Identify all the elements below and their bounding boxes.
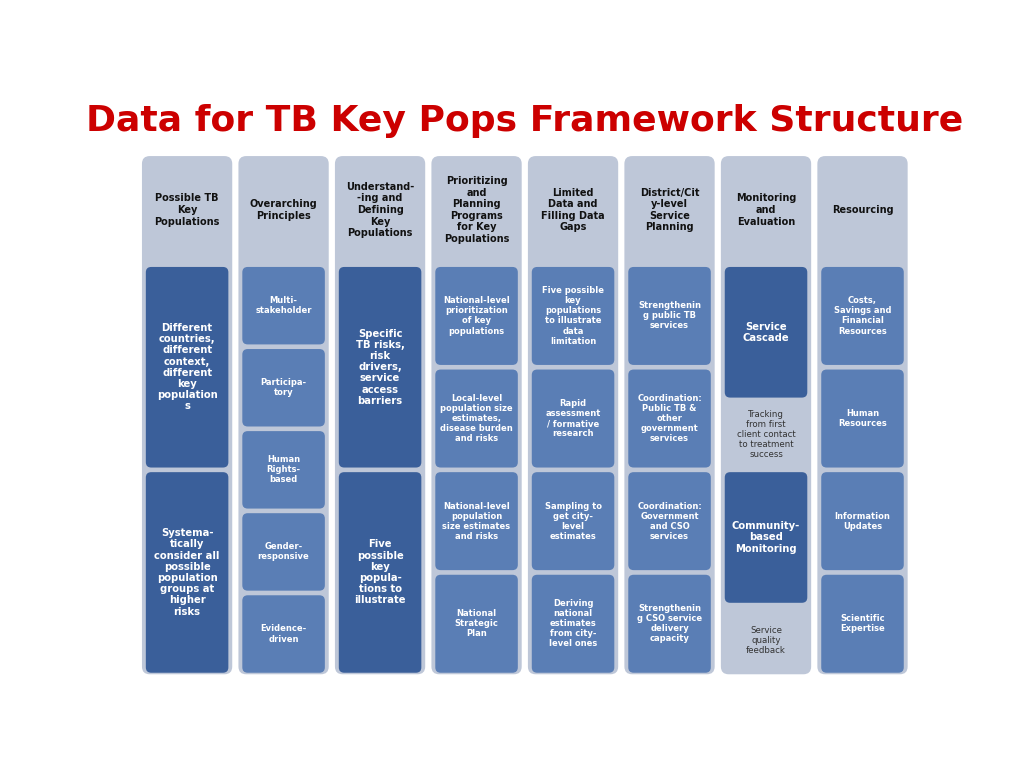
- FancyBboxPatch shape: [431, 156, 521, 674]
- FancyBboxPatch shape: [817, 156, 907, 674]
- Text: Rapid
assessment
/ formative
research: Rapid assessment / formative research: [546, 399, 601, 438]
- Text: Understand-
-ing and
Defining
Key
Populations: Understand- -ing and Defining Key Popula…: [346, 182, 414, 238]
- FancyBboxPatch shape: [145, 267, 228, 468]
- Text: Possible TB
Key
Populations: Possible TB Key Populations: [155, 194, 220, 227]
- Text: Local-level
population size
estimates,
disease burden
and risks: Local-level population size estimates, d…: [440, 394, 513, 443]
- FancyBboxPatch shape: [725, 472, 807, 603]
- Text: Service
quality
feedback: Service quality feedback: [746, 625, 786, 654]
- Text: Information
Updates: Information Updates: [835, 511, 891, 531]
- FancyBboxPatch shape: [435, 369, 518, 468]
- Text: Data for TB Key Pops Framework Structure: Data for TB Key Pops Framework Structure: [86, 104, 964, 138]
- FancyBboxPatch shape: [531, 267, 614, 365]
- FancyBboxPatch shape: [531, 574, 614, 673]
- FancyBboxPatch shape: [239, 156, 329, 674]
- Text: Overarching
Principles: Overarching Principles: [250, 199, 317, 220]
- FancyBboxPatch shape: [528, 156, 618, 674]
- FancyBboxPatch shape: [821, 472, 904, 570]
- FancyBboxPatch shape: [725, 267, 807, 398]
- FancyBboxPatch shape: [339, 472, 421, 673]
- Text: Different
countries,
different
context,
different
key
population
s: Different countries, different context, …: [157, 323, 217, 412]
- FancyBboxPatch shape: [531, 369, 614, 468]
- FancyBboxPatch shape: [243, 513, 325, 591]
- Text: Systema-
tically
consider all
possible
population
groups at
higher
risks: Systema- tically consider all possible p…: [155, 528, 220, 617]
- Text: Evidence-
driven: Evidence- driven: [260, 624, 307, 644]
- Text: Deriving
national
estimates
from city-
level ones: Deriving national estimates from city- l…: [549, 599, 597, 648]
- Text: Gender-
responsive: Gender- responsive: [258, 542, 309, 561]
- FancyBboxPatch shape: [335, 156, 425, 674]
- FancyBboxPatch shape: [629, 267, 711, 365]
- FancyBboxPatch shape: [821, 369, 904, 468]
- FancyBboxPatch shape: [721, 156, 811, 674]
- FancyBboxPatch shape: [625, 156, 715, 674]
- Text: Resourcing: Resourcing: [831, 205, 893, 215]
- FancyBboxPatch shape: [531, 472, 614, 570]
- FancyBboxPatch shape: [145, 472, 228, 673]
- Text: Human
Resources: Human Resources: [838, 409, 887, 428]
- Text: Strengthenin
g CSO service
delivery
capacity: Strengthenin g CSO service delivery capa…: [637, 604, 702, 644]
- FancyBboxPatch shape: [142, 156, 232, 674]
- FancyBboxPatch shape: [821, 574, 904, 673]
- Text: Prioritizing
and
Planning
Programs
for Key
Populations: Prioritizing and Planning Programs for K…: [443, 176, 509, 244]
- Text: Human
Rights-
based: Human Rights- based: [266, 455, 301, 485]
- FancyBboxPatch shape: [629, 369, 711, 468]
- FancyBboxPatch shape: [821, 267, 904, 365]
- Text: National-level
prioritization
of key
populations: National-level prioritization of key pop…: [443, 296, 510, 336]
- Text: Coordination:
Public TB &
other
government
services: Coordination: Public TB & other governme…: [637, 394, 701, 443]
- Text: National-level
population
size estimates
and risks: National-level population size estimates…: [442, 502, 511, 541]
- FancyBboxPatch shape: [243, 349, 325, 426]
- Text: Multi-
stakeholder: Multi- stakeholder: [255, 296, 312, 315]
- FancyBboxPatch shape: [435, 472, 518, 570]
- Text: District/Cit
y-level
Service
Planning: District/Cit y-level Service Planning: [640, 187, 699, 233]
- FancyBboxPatch shape: [243, 267, 325, 344]
- Text: Participa-
tory: Participa- tory: [260, 378, 306, 397]
- FancyBboxPatch shape: [243, 431, 325, 508]
- Text: Scientific
Expertise: Scientific Expertise: [840, 614, 885, 634]
- Text: Specific
TB risks,
risk
drivers,
service
access
barriers: Specific TB risks, risk drivers, service…: [355, 329, 404, 406]
- Text: Sampling to
get city-
level
estimates: Sampling to get city- level estimates: [545, 502, 601, 541]
- FancyBboxPatch shape: [629, 472, 711, 570]
- Text: Strengthenin
g public TB
services: Strengthenin g public TB services: [638, 301, 701, 330]
- Text: Tracking
from first
client contact
to treatment
success: Tracking from first client contact to tr…: [736, 410, 796, 459]
- Text: Coordination:
Government
and CSO
services: Coordination: Government and CSO service…: [637, 502, 701, 541]
- FancyBboxPatch shape: [435, 574, 518, 673]
- FancyBboxPatch shape: [243, 595, 325, 673]
- Text: Community-
based
Monitoring: Community- based Monitoring: [732, 521, 800, 554]
- Text: Five possible
key
populations
to illustrate
data
limitation: Five possible key populations to illustr…: [542, 286, 604, 346]
- FancyBboxPatch shape: [339, 267, 421, 468]
- Text: Monitoring
and
Evaluation: Monitoring and Evaluation: [736, 194, 797, 227]
- FancyBboxPatch shape: [629, 574, 711, 673]
- Text: National
Strategic
Plan: National Strategic Plan: [455, 609, 499, 638]
- FancyBboxPatch shape: [435, 267, 518, 365]
- Text: Costs,
Savings and
Financial
Resources: Costs, Savings and Financial Resources: [834, 296, 891, 336]
- Text: Service
Cascade: Service Cascade: [742, 322, 790, 343]
- Text: Limited
Data and
Filling Data
Gaps: Limited Data and Filling Data Gaps: [542, 187, 605, 233]
- Text: Five
possible
key
popula-
tions to
illustrate: Five possible key popula- tions to illus…: [354, 539, 406, 605]
